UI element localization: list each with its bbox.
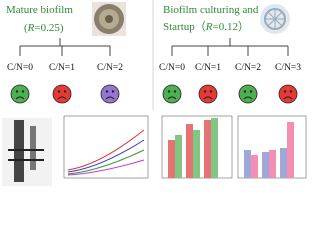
eye bbox=[173, 90, 177, 93]
eye bbox=[243, 90, 247, 93]
title-part: Startup（ bbox=[163, 20, 206, 33]
reactor-photo bbox=[2, 118, 52, 186]
eye bbox=[21, 90, 25, 93]
eye bbox=[15, 90, 19, 93]
condition-label: C/N=0 bbox=[159, 63, 185, 73]
eye bbox=[63, 90, 67, 93]
condition-label: C/N=1 bbox=[195, 63, 221, 73]
mouth bbox=[167, 96, 177, 100]
face bbox=[162, 84, 182, 104]
face-circle bbox=[52, 84, 72, 104]
ratio-symbol: R bbox=[27, 22, 35, 34]
face-circle bbox=[198, 84, 218, 104]
eye bbox=[249, 90, 253, 93]
ratio-open: ( bbox=[24, 22, 28, 34]
right-bracket bbox=[171, 38, 289, 56]
face-circle bbox=[162, 84, 182, 104]
eye bbox=[105, 90, 109, 93]
condition-labels: C/N=0 C/N=1 C/N=2 C/N=0 C/N=1 C/N=2 C/N=3 bbox=[7, 63, 301, 104]
right-title-2: Startup（R=0.12） bbox=[163, 20, 249, 33]
mouth bbox=[283, 96, 293, 100]
face bbox=[278, 84, 298, 104]
bar-chart-1 bbox=[161, 115, 233, 179]
ratio-symbol: R bbox=[205, 21, 213, 33]
mouth bbox=[57, 96, 67, 100]
face bbox=[52, 84, 72, 104]
eye bbox=[57, 90, 61, 93]
face-circle bbox=[100, 84, 120, 104]
right-title: Biofilm culturing and bbox=[163, 4, 259, 16]
eye bbox=[203, 90, 207, 93]
mouth bbox=[105, 96, 115, 100]
bar-chart-2 bbox=[237, 115, 307, 179]
ratio-rest: =0.12） bbox=[213, 20, 249, 33]
condition-label: C/N=2 bbox=[235, 63, 261, 73]
condition-label: C/N=3 bbox=[275, 63, 301, 73]
mouth bbox=[243, 96, 253, 100]
condition-label: C/N=1 bbox=[49, 63, 75, 73]
left-ratio: (R=0.25) bbox=[24, 22, 64, 34]
left-title: Mature biofilm bbox=[6, 4, 73, 16]
eye bbox=[111, 90, 115, 93]
biofilm-photo bbox=[92, 2, 126, 36]
face-circle bbox=[10, 84, 30, 104]
eye bbox=[289, 90, 293, 93]
graphical-abstract: Mature biofilm (R=0.25) Biofilm culturin… bbox=[2, 0, 307, 186]
face bbox=[238, 84, 258, 104]
condition-label: C/N=2 bbox=[97, 63, 123, 73]
eye bbox=[283, 90, 287, 93]
face-circle bbox=[278, 84, 298, 104]
left-bracket bbox=[19, 38, 111, 56]
ratio-rest: =0.25) bbox=[34, 22, 63, 34]
mouth bbox=[203, 96, 213, 100]
face bbox=[10, 84, 30, 104]
carrier-photo bbox=[260, 4, 290, 34]
face bbox=[198, 84, 218, 104]
face-circle bbox=[238, 84, 258, 104]
mouth bbox=[15, 96, 25, 100]
eye bbox=[167, 90, 171, 93]
condition-label: C/N=0 bbox=[7, 63, 33, 73]
eye bbox=[209, 90, 213, 93]
line-chart bbox=[63, 115, 149, 179]
face bbox=[100, 84, 120, 104]
